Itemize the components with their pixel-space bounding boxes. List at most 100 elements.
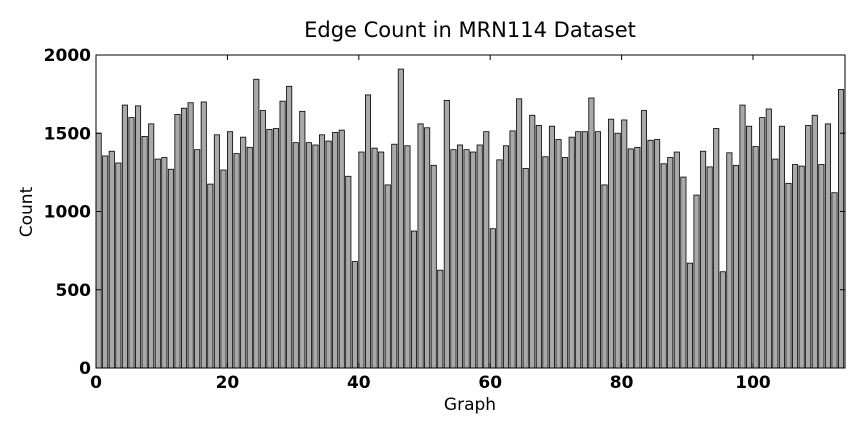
bar-43 [378,151,385,369]
bar-27 [272,128,280,369]
bar-15 [194,149,201,369]
bar-41 [364,94,372,369]
y-axis-label: Count [17,186,37,237]
bar-66 [529,114,536,369]
bar-25 [259,110,266,369]
bar-24 [253,78,260,369]
bar-109 [811,114,818,369]
bar-7 [141,135,148,369]
bar-98 [739,104,746,369]
bar-8 [148,123,155,369]
bar-4 [121,104,128,369]
plot-frame [95,54,846,369]
bar-45 [391,143,398,369]
bar-71 [562,157,569,369]
bar-83 [640,110,647,369]
bar-60 [489,228,496,369]
bar-23 [246,146,253,369]
bar-16 [200,101,207,369]
chart-title: Edge Count in MRN114 Dataset [304,18,636,42]
x-tick-label: 40 [347,373,371,393]
bar-77 [601,184,608,369]
bar-51 [430,164,437,369]
bar-10 [161,157,168,369]
bar-64 [516,98,523,369]
bar-22 [240,136,247,369]
bar-62 [502,145,510,369]
bar-99 [746,125,753,369]
bar-38 [345,175,352,369]
bar-113 [838,89,845,369]
bar-9 [154,158,161,369]
y-tick-label: 0 [79,359,91,379]
y-tick-label: 500 [56,281,92,301]
bar-37 [338,129,345,369]
bar-101 [759,117,766,369]
y-tick-label: 1000 [44,203,91,223]
bar-44 [384,184,391,369]
bar-75 [588,97,595,369]
bar-39 [351,261,358,369]
bar-17 [207,183,214,369]
bar-106 [792,164,799,369]
bar-97 [732,164,739,369]
bar-3 [115,162,122,369]
bar-79 [614,132,621,369]
bar-112 [831,192,838,369]
bar-59 [483,131,490,369]
bar-26 [266,128,273,369]
bar-63 [509,130,516,369]
bar-108 [805,125,812,369]
bar-56 [463,149,470,369]
bar-55 [456,144,464,369]
bar-87 [667,157,674,369]
bar-105 [785,182,792,369]
bar-76 [594,131,601,369]
bar-78 [608,118,615,369]
bar-29 [286,85,293,369]
bar-28 [279,100,286,369]
bar-89 [680,176,687,369]
bar-46 [397,68,404,369]
bar-31 [299,110,306,369]
bar-2 [108,150,115,369]
bar-48 [410,230,418,369]
bar-54 [450,149,457,369]
bar-42 [371,147,378,369]
x-axis-label: Graph [444,395,496,415]
bar-92 [700,150,707,369]
bar-90 [686,262,693,369]
bar-68 [542,156,549,369]
bar-86 [660,163,667,369]
bar-107 [798,165,805,369]
x-tick-label: 60 [478,373,502,393]
bar-102 [765,108,772,369]
bar-40 [358,151,365,369]
bar-34 [318,134,326,369]
bar-21 [233,153,240,369]
bar-19 [220,169,227,369]
bar-67 [535,125,542,369]
x-axis-ticks: 0 20 40 60 80 100 [90,55,771,393]
bar-91 [693,194,700,369]
bar-35 [325,140,332,369]
x-tick-label: 80 [610,373,634,393]
y-tick-label: 1500 [44,124,91,144]
bar-96 [726,152,733,369]
bar-57 [470,151,477,369]
bar-12 [174,114,181,369]
bar-103 [772,158,779,369]
bar-33 [312,144,319,369]
bar-14 [187,102,194,369]
bar-6 [135,105,142,369]
bar-95 [719,271,726,369]
bar-1 [102,155,109,369]
bars-group [95,68,845,369]
bar-84 [647,139,654,369]
bar-13 [181,107,188,369]
bar-32 [305,142,312,369]
bar-69 [548,125,556,369]
bar-82 [634,146,641,369]
bar-110 [818,164,825,369]
bar-72 [568,136,575,369]
